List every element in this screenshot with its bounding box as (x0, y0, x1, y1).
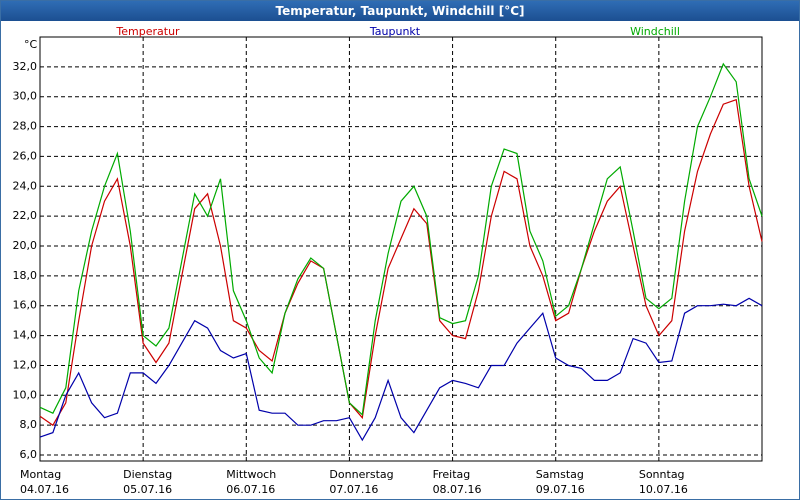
x-tick-date: 05.07.16 (123, 483, 172, 496)
y-tick-label: 32,0 (13, 60, 38, 73)
x-tick-label: Samstag (536, 468, 584, 481)
x-tick-date: 10.07.16 (639, 483, 688, 496)
y-tick-label: 16,0 (13, 299, 38, 312)
legend-entry: Taupunkt (369, 25, 421, 38)
x-tick-date: 08.07.16 (433, 483, 482, 496)
x-tick-date: 04.07.16 (20, 483, 69, 496)
legend-entry: Temperatur (115, 25, 180, 38)
x-tick-label: Donnerstag (329, 468, 393, 481)
y-tick-label: 26,0 (13, 149, 38, 162)
y-tick-label: 28,0 (13, 120, 38, 133)
legend-entry: Windchill (630, 25, 680, 38)
y-tick-label: 14,0 (13, 329, 38, 342)
y-tick-label: 6,0 (20, 448, 38, 461)
x-tick-date: 07.07.16 (329, 483, 378, 496)
line-windchill (39, 62, 763, 416)
y-tick-label: 18,0 (13, 269, 38, 282)
x-tick-label: Mittwoch (226, 468, 276, 481)
x-tick-date: 06.07.16 (226, 483, 275, 496)
y-unit: °C (24, 38, 38, 51)
chart-title: Temperatur, Taupunkt, Windchill [°C] (1, 1, 799, 21)
y-tick-label: 10,0 (13, 388, 38, 401)
y-tick-label: 22,0 (13, 209, 38, 222)
x-tick-date: 09.07.16 (536, 483, 585, 496)
y-tick-label: 24,0 (13, 179, 38, 192)
y-tick-label: 12,0 (13, 358, 38, 371)
line-taupunkt (39, 297, 763, 442)
plot-area (39, 36, 763, 462)
line-temperatur (39, 98, 763, 427)
x-tick-label: Dienstag (123, 468, 172, 481)
x-tick-label: Montag (20, 468, 61, 481)
y-tick-label: 8,0 (20, 418, 38, 431)
y-tick-label: 20,0 (13, 239, 38, 252)
x-tick-label: Sonntag (639, 468, 685, 481)
y-tick-label: 30,0 (13, 90, 38, 103)
x-tick-label: Freitag (433, 468, 471, 481)
